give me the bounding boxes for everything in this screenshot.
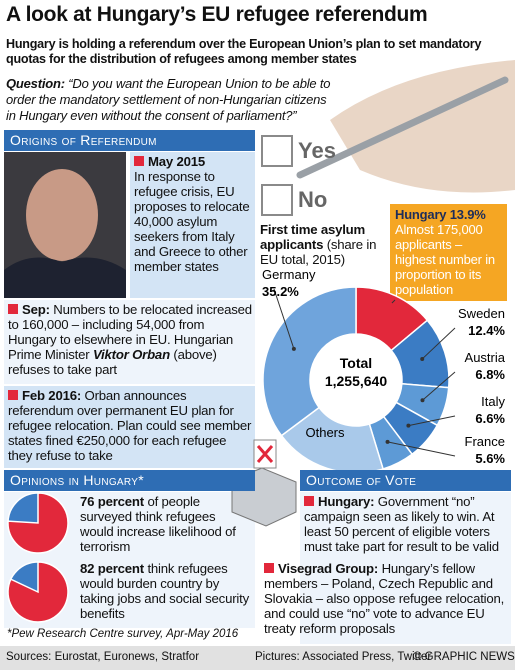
leader-line (387, 441, 456, 457)
leader-dot (420, 398, 425, 403)
question: Question: “Do you want the European Unio… (6, 76, 336, 124)
leader-dot (385, 439, 390, 444)
ballot-box-yes (261, 135, 293, 167)
leader-line (421, 327, 456, 360)
section-heading: Outcome of Vote (300, 470, 511, 491)
event-text: Numbers to be relocated increased to 160… (8, 302, 252, 362)
value-label: 12.4% (468, 323, 505, 338)
value-label: 5.6% (475, 451, 505, 466)
pie-slice (7, 492, 69, 554)
annotation-value: 13.9% (449, 207, 486, 222)
panel (4, 386, 255, 468)
donut-heading: First time asylum applicants (share in E… (260, 222, 390, 267)
leader-line (273, 288, 295, 349)
donut-hole (311, 335, 401, 425)
event: Sep: Numbers to be relocated increased t… (8, 302, 253, 377)
pie-text: of people surveyed think refugees would … (80, 494, 236, 554)
category-label: Sweden (458, 306, 505, 321)
outcome-label: Hungary: (318, 494, 375, 509)
pie-text: think refugees would burden country by t… (80, 561, 249, 621)
pie-value-label: 82 percent (80, 561, 144, 576)
subtitle: Hungary is holding a referendum over the… (6, 37, 482, 66)
category-label: Italy (481, 394, 505, 409)
question-label: Question: (6, 76, 65, 91)
value-label: 6.8% (475, 367, 505, 382)
event-name: Viktor Orban (92, 347, 170, 362)
value-label: 6.6% (475, 411, 505, 426)
ballot-option: No (298, 187, 328, 212)
donut-segment (262, 286, 357, 437)
ballot-option: Yes (298, 138, 336, 163)
center-label: Total (340, 355, 372, 371)
annotation-text: Almost 175,000 applicants – highest numb… (395, 222, 495, 297)
value-label: 35.2% (262, 284, 299, 299)
event-text: In response to refugee crisis, EU propos… (134, 169, 250, 274)
outcome-label: Visegrad Group: (278, 561, 379, 576)
section-heading: Opinions in Hungary* (4, 470, 255, 491)
donut-title: First time asylum applicants (260, 222, 366, 252)
annotation-category: Hungary (395, 207, 447, 222)
photo-face (26, 169, 98, 261)
panel (300, 492, 511, 644)
title: A look at Hungary’s EU refugee referendu… (6, 3, 428, 26)
question-text: “Do you want the European Union to be ab… (6, 76, 331, 123)
center-total: 1,255,640 (325, 373, 387, 389)
footer-bar (0, 646, 515, 670)
pie-caption: 76 percent of people surveyed think refu… (80, 494, 252, 554)
outcome-text: Hungary’s fellow members – Poland, Czech… (264, 561, 505, 636)
donut-subtitle: (share in EU total, 2015) (260, 237, 377, 267)
outcome-item: Hungary: Government “no” campaign seen a… (304, 494, 509, 554)
annotation: Hungary 13.9% Almost 175,000 applicants –… (395, 207, 505, 297)
leader-dot (406, 423, 411, 428)
event-date: Sep: (22, 302, 50, 317)
footnote: *Pew Research Centre survey, Apr-May 201… (7, 628, 239, 640)
outcome-text: Government “no” campaign seen as likely … (304, 494, 499, 554)
leader-dot (291, 346, 296, 351)
event-date: May 2015 (148, 154, 206, 169)
leader-line (391, 299, 396, 304)
pen (296, 76, 509, 179)
section-heading: Origins of Referendum (4, 130, 255, 151)
pie-slice (7, 561, 69, 623)
annotation-box (390, 204, 507, 301)
category-label: France (465, 434, 505, 449)
category-label: Austria (465, 350, 506, 365)
category-label: Germany (262, 267, 316, 282)
ballot-cross (256, 445, 274, 463)
ballot-box-no (261, 184, 293, 216)
event: Feb 2016: Orban announces referendum ove… (8, 388, 253, 463)
pie-caption: 82 percent think refugees would burden c… (80, 561, 252, 621)
leader-dot (420, 356, 425, 361)
hand-illustration (330, 60, 515, 193)
credit: © GRAPHIC NEWS (413, 651, 515, 663)
leader-line (422, 371, 456, 401)
event-date: Feb 2016: (22, 388, 82, 403)
event-text: Orban announces referendum over permanen… (8, 388, 252, 463)
category-label: Others (305, 425, 345, 440)
photo-suit (4, 257, 126, 298)
pie-value-label: 76 percent (80, 494, 144, 509)
panel (4, 300, 255, 384)
outcome-item: Visegrad Group: Hungary’s fellow members… (264, 561, 509, 636)
panel (130, 152, 255, 298)
event-text: (above) refuses to take part (8, 347, 217, 377)
leader-line (408, 415, 456, 427)
sources: Sources: Eurostat, Euronews, Stratfor (6, 651, 200, 663)
event: May 2015 In response to refugee crisis, E… (134, 154, 254, 274)
pictures-credit: Pictures: Associated Press, Twitter (255, 651, 432, 663)
